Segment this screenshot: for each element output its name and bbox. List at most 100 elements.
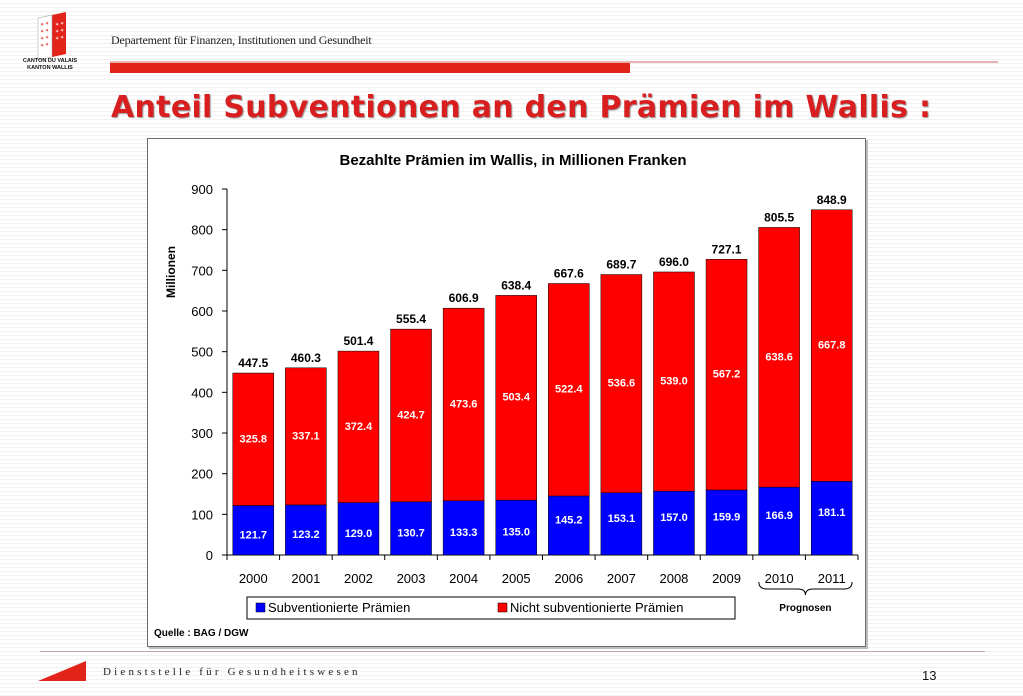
data-label-non-subsidized: 372.4 xyxy=(345,421,373,433)
data-label-total: 667.6 xyxy=(554,267,584,281)
svg-text:✶: ✶ xyxy=(45,28,49,34)
canton-valais-logo: ✶ ✶ ✶ ✶ ✶ ✶ ✶ ✶ ✶ ✶ ✶ ✶ ✶ ✶ xyxy=(37,12,66,61)
bar-non-subsidized xyxy=(548,283,590,497)
bar-non-subsidized xyxy=(495,295,537,501)
svg-text:✶: ✶ xyxy=(40,43,44,49)
bar-non-subsidized xyxy=(810,209,853,482)
bar-non-subsidized xyxy=(442,307,485,502)
y-tick-label: 500 xyxy=(191,345,213,360)
bar-non-subsidized xyxy=(285,367,327,506)
x-tick-label: 2003 xyxy=(397,571,426,586)
legend-swatch-non-subsidized xyxy=(497,602,508,613)
bar-non-subsidized xyxy=(390,328,432,503)
svg-text:✶: ✶ xyxy=(60,28,64,34)
legend-swatch-subsidized xyxy=(255,602,266,613)
data-label-non-subsidized: 638.6 xyxy=(765,351,793,363)
svg-text:✶: ✶ xyxy=(60,35,64,41)
legend-box xyxy=(246,596,736,620)
data-label-subsidized: 157.0 xyxy=(660,512,688,524)
x-tick-label: 2004 xyxy=(449,571,478,586)
data-label-non-subsidized: 522.4 xyxy=(555,384,583,396)
data-label-subsidized: 133.3 xyxy=(450,527,478,539)
data-label-subsidized: 130.7 xyxy=(397,527,425,539)
bar-subsidized xyxy=(232,505,275,556)
bar-subsidized xyxy=(810,481,853,556)
forecast-label: Prognosen xyxy=(779,603,831,614)
y-tick-label: 100 xyxy=(191,507,213,522)
x-tick-label: 2007 xyxy=(607,571,636,586)
data-label-non-subsidized: 424.7 xyxy=(397,409,425,421)
stacked-bar-chart: Bezahlte Prämien im Wallis, in Millionen… xyxy=(154,152,859,639)
forecast-brace xyxy=(758,581,853,596)
chart-panel: Bezahlte Prämien im Wallis, in Millionen… xyxy=(147,138,866,647)
footer-service-name: Dienststelle für Gesundheitswesen xyxy=(103,666,361,678)
x-tick-label: 2002 xyxy=(344,571,373,586)
logo-line1: CANTON DU VALAIS xyxy=(22,58,78,64)
svg-text:✶: ✶ xyxy=(40,29,44,35)
data-label-subsidized: 145.2 xyxy=(555,514,583,526)
bar-non-subsidized xyxy=(758,227,800,488)
bar-subsidized xyxy=(548,495,590,556)
chart-title: Bezahlte Prämien im Wallis, in Millionen… xyxy=(339,152,686,169)
data-label-non-subsidized: 567.2 xyxy=(713,369,741,381)
svg-text:✶: ✶ xyxy=(40,22,44,28)
y-tick-label: 800 xyxy=(191,223,213,238)
data-label-total: 727.1 xyxy=(712,242,742,256)
data-label-subsidized: 153.1 xyxy=(608,513,636,525)
svg-text:✶: ✶ xyxy=(60,21,64,27)
data-label-total: 460.3 xyxy=(291,351,321,365)
header-accent-bar xyxy=(110,63,630,73)
data-label-non-subsidized: 539.0 xyxy=(660,376,688,388)
bar-non-subsidized xyxy=(337,350,380,503)
legend-label-subsidized: Subventionierte Prämien xyxy=(268,600,410,615)
y-tick-label: 400 xyxy=(191,385,213,400)
y-tick-label: 600 xyxy=(191,304,213,319)
data-label-total: 447.5 xyxy=(238,356,268,370)
svg-text:✶: ✶ xyxy=(45,21,49,27)
data-label-subsidized: 123.2 xyxy=(292,529,320,541)
data-label-non-subsidized: 473.6 xyxy=(450,398,478,410)
data-label-subsidized: 166.9 xyxy=(765,510,793,522)
data-label-total: 638.4 xyxy=(501,278,531,292)
logo-caption: CANTON DU VALAIS KANTON WALLIS xyxy=(14,58,86,72)
data-label-total: 805.5 xyxy=(764,210,794,224)
y-tick-label: 0 xyxy=(206,548,213,563)
chart-source: Quelle : BAG / DGW xyxy=(154,628,249,639)
bar-subsidized xyxy=(495,499,537,556)
data-label-total: 848.9 xyxy=(817,193,847,207)
data-label-subsidized: 135.0 xyxy=(502,527,530,539)
department-name: Departement für Finanzen, Institutionen … xyxy=(111,33,372,47)
data-label-total: 696.0 xyxy=(659,255,689,269)
data-label-subsidized: 181.1 xyxy=(818,507,846,519)
data-label-total: 606.9 xyxy=(449,291,479,305)
bar-subsidized xyxy=(705,489,748,556)
bar-subsidized xyxy=(758,486,800,556)
svg-text:✶: ✶ xyxy=(45,35,49,41)
bar-non-subsidized xyxy=(600,274,643,493)
x-tick-label: 2001 xyxy=(291,571,320,586)
bar-non-subsidized xyxy=(705,259,748,491)
y-tick-label: 200 xyxy=(191,467,213,482)
data-label-total: 501.4 xyxy=(343,334,373,348)
svg-text:✶: ✶ xyxy=(55,22,59,28)
slide-title: Anteil Subventionen an den Prämien im Wa… xyxy=(111,90,932,125)
footer-wedge-logo xyxy=(38,661,86,681)
header-rule xyxy=(110,61,998,63)
data-label-non-subsidized: 503.4 xyxy=(502,392,530,404)
page-number: 13 xyxy=(922,668,937,683)
logo-line2: KANTON WALLIS xyxy=(27,65,73,71)
data-label-subsidized: 129.0 xyxy=(345,528,373,540)
svg-text:✶: ✶ xyxy=(40,36,44,42)
data-label-non-subsidized: 337.1 xyxy=(292,430,320,442)
bar-non-subsidized xyxy=(232,372,275,506)
x-tick-label: 2011 xyxy=(818,571,846,586)
x-tick-label: 2000 xyxy=(239,571,268,586)
data-label-total: 689.7 xyxy=(606,258,636,272)
legend-label-non-subsidized: Nicht subventionierte Prämien xyxy=(510,600,683,615)
data-label-subsidized: 121.7 xyxy=(240,529,268,541)
data-label-non-subsidized: 667.8 xyxy=(818,340,846,352)
x-tick-label: 2006 xyxy=(554,571,583,586)
bar-subsidized xyxy=(600,492,643,556)
bar-subsidized xyxy=(390,501,432,556)
svg-text:✶: ✶ xyxy=(55,36,59,42)
